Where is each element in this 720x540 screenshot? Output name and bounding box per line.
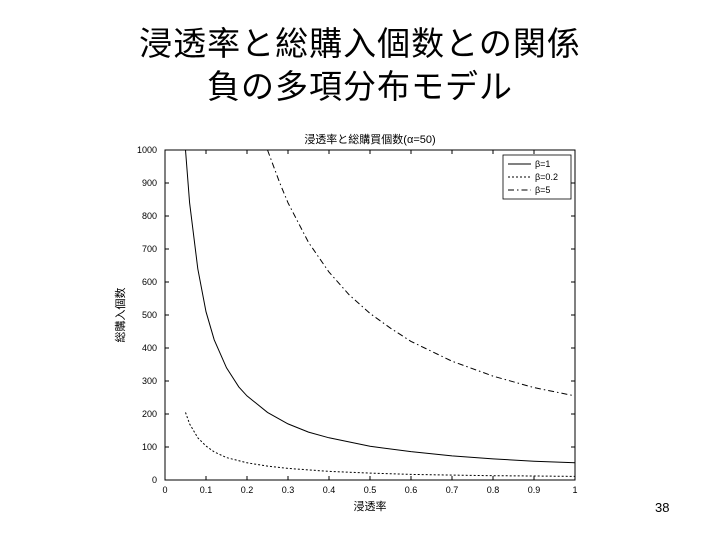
series-line-1 bbox=[185, 150, 575, 464]
legend-label: β=5 bbox=[535, 185, 550, 195]
x-axis-label: 浸透率 bbox=[354, 499, 387, 513]
slide-title: 浸透率と総購入個数との関係 負の多項分布モデル bbox=[0, 22, 720, 108]
x-tick-label: 0.6 bbox=[405, 485, 418, 495]
x-tick-label: 0.2 bbox=[241, 485, 254, 495]
x-tick-label: 0.9 bbox=[528, 485, 541, 495]
series-lines bbox=[185, 150, 575, 477]
y-axis-label: 総購入個数 bbox=[113, 288, 127, 343]
slide-title-line-1: 浸透率と総購入個数との関係 bbox=[139, 24, 581, 63]
x-tick-label: 0.3 bbox=[282, 485, 295, 495]
y-tick-label: 0 bbox=[152, 475, 157, 485]
x-tick-label: 0.5 bbox=[364, 485, 377, 495]
legend-box bbox=[502, 154, 572, 200]
series-line-2 bbox=[185, 412, 575, 477]
legend: β=1 β=0.2 β=5 bbox=[502, 154, 572, 200]
y-tick-label: 400 bbox=[142, 343, 157, 353]
y-tick-label: 300 bbox=[142, 376, 157, 386]
x-tick-label: 1 bbox=[572, 485, 577, 495]
x-tick-label: 0.4 bbox=[323, 485, 336, 495]
series-line-3 bbox=[267, 150, 575, 397]
x-tick-label: 0.7 bbox=[446, 485, 459, 495]
y-tick-label: 1000 bbox=[137, 145, 157, 155]
x-tick-label: 0.1 bbox=[200, 485, 213, 495]
y-tick-label: 100 bbox=[142, 442, 157, 452]
y-tick-label: 700 bbox=[142, 244, 157, 254]
x-tick-label: 0.8 bbox=[487, 485, 500, 495]
chart-title: 浸透率と総購買個数(α=50) bbox=[304, 132, 435, 146]
page-number: 38 bbox=[655, 500, 670, 515]
legend-label: β=1 bbox=[535, 159, 550, 169]
y-tick-label: 800 bbox=[142, 211, 157, 221]
plot-frame bbox=[164, 149, 576, 481]
y-tick-label: 200 bbox=[142, 409, 157, 419]
x-tick-label: 0 bbox=[162, 485, 167, 495]
y-tick-label: 500 bbox=[142, 310, 157, 320]
legend-label: β=0.2 bbox=[535, 172, 558, 182]
axes-ticks: 0 0.1 0.2 0.3 0.4 0.5 0.6 0.7 0.8 0.9 1 0 100 200 300 4… bbox=[137, 145, 578, 495]
slide-title-line-2: 負の多項分布モデル bbox=[207, 67, 513, 106]
y-tick-label: 600 bbox=[142, 277, 157, 287]
y-tick-label: 900 bbox=[142, 178, 157, 188]
